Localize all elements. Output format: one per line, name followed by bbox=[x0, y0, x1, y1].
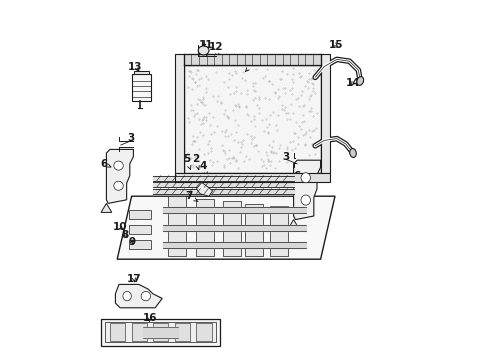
Text: 6: 6 bbox=[100, 159, 111, 169]
Polygon shape bbox=[294, 160, 320, 220]
Text: 14: 14 bbox=[345, 78, 360, 88]
Ellipse shape bbox=[301, 195, 311, 205]
Polygon shape bbox=[168, 196, 186, 256]
Polygon shape bbox=[101, 203, 112, 212]
Bar bbox=[132, 74, 151, 101]
Ellipse shape bbox=[198, 46, 209, 55]
Ellipse shape bbox=[141, 292, 150, 301]
Bar bbox=[153, 323, 169, 341]
Polygon shape bbox=[245, 204, 264, 256]
Text: 2: 2 bbox=[192, 154, 199, 170]
Text: 1: 1 bbox=[245, 57, 258, 71]
Text: 13: 13 bbox=[128, 62, 143, 72]
Polygon shape bbox=[129, 225, 151, 234]
Polygon shape bbox=[129, 240, 151, 249]
Text: 9: 9 bbox=[128, 237, 135, 247]
Ellipse shape bbox=[301, 173, 311, 183]
Bar bbox=[175, 173, 330, 182]
Text: 8: 8 bbox=[122, 230, 129, 240]
Bar bbox=[320, 54, 330, 173]
Ellipse shape bbox=[114, 161, 123, 170]
Text: 10: 10 bbox=[113, 222, 127, 232]
Text: 16: 16 bbox=[143, 312, 157, 323]
Polygon shape bbox=[106, 149, 133, 203]
Bar bbox=[132, 323, 147, 341]
Polygon shape bbox=[223, 201, 241, 256]
Polygon shape bbox=[288, 220, 299, 229]
Ellipse shape bbox=[114, 181, 123, 190]
Text: 11: 11 bbox=[199, 40, 213, 50]
Bar bbox=[175, 323, 190, 341]
Text: 3: 3 bbox=[283, 152, 290, 162]
Bar bbox=[101, 319, 220, 346]
Bar bbox=[104, 322, 216, 342]
Text: 15: 15 bbox=[328, 40, 343, 50]
Bar bbox=[175, 54, 184, 173]
Polygon shape bbox=[196, 183, 213, 196]
Text: 3: 3 bbox=[127, 133, 134, 143]
Polygon shape bbox=[270, 206, 288, 256]
Text: 4: 4 bbox=[200, 161, 207, 175]
Ellipse shape bbox=[350, 149, 356, 157]
Ellipse shape bbox=[123, 292, 131, 301]
Bar bbox=[110, 323, 125, 341]
Polygon shape bbox=[129, 210, 151, 219]
Polygon shape bbox=[196, 199, 214, 256]
Bar bbox=[196, 323, 212, 341]
Bar bbox=[134, 71, 149, 74]
Ellipse shape bbox=[357, 77, 364, 85]
Text: 17: 17 bbox=[127, 274, 142, 284]
Polygon shape bbox=[116, 284, 162, 308]
Text: 12: 12 bbox=[209, 42, 223, 57]
Polygon shape bbox=[117, 196, 335, 259]
Text: 7: 7 bbox=[186, 191, 198, 202]
Bar bbox=[184, 65, 320, 173]
Text: 5: 5 bbox=[183, 154, 191, 170]
Text: 6: 6 bbox=[294, 171, 301, 181]
